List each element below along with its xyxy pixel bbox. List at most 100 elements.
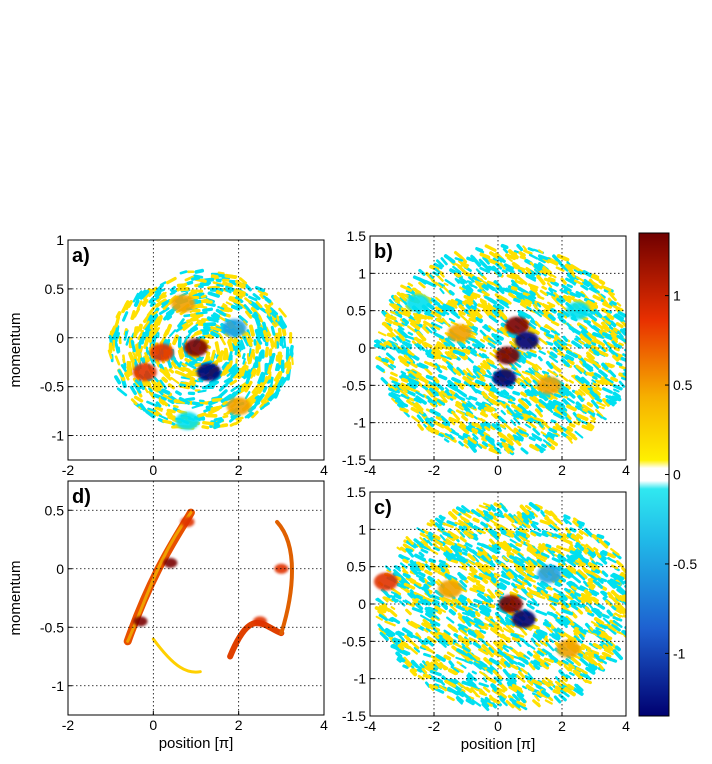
fringe-stroke xyxy=(442,635,454,644)
fringe-stroke xyxy=(455,656,465,662)
fringe-stroke xyxy=(526,587,533,593)
fringe-stroke xyxy=(506,256,513,263)
fringe-stroke xyxy=(587,655,598,666)
fringe-stroke xyxy=(403,656,413,666)
fringe-stroke xyxy=(479,252,491,260)
fringe-stroke xyxy=(625,360,626,364)
fringe-stroke xyxy=(459,536,467,543)
colorbar-tick-label: 1 xyxy=(673,288,681,304)
panel-c: -4 -2 0 2 41.510.50-0.5-1-1.5c)position [π] xyxy=(342,484,630,753)
fringe-stroke xyxy=(545,333,555,339)
fringe-stroke xyxy=(605,398,613,406)
fringe-stroke xyxy=(468,395,478,401)
fringe-stroke xyxy=(442,421,451,427)
fringe-stroke xyxy=(421,660,428,667)
fringe-stroke xyxy=(483,598,492,604)
fringe-stroke xyxy=(435,259,445,268)
fringe-stroke xyxy=(527,247,535,252)
fringe-stroke xyxy=(590,399,600,409)
fringe-stroke xyxy=(429,519,438,528)
fringe-stroke xyxy=(501,269,508,274)
fringe-stroke xyxy=(620,356,626,362)
fringe-stroke xyxy=(586,571,598,581)
fringe-stroke xyxy=(541,553,549,558)
fringe-stroke xyxy=(591,379,597,384)
fringe-stroke xyxy=(242,320,248,326)
fringe-stroke xyxy=(511,582,518,589)
fringe-stroke xyxy=(455,695,464,704)
fringe-stroke xyxy=(396,658,402,663)
fringe-stroke xyxy=(540,431,547,436)
fringe-stroke xyxy=(430,310,442,319)
fringe-stroke xyxy=(277,321,285,330)
fringe-stroke xyxy=(161,388,171,395)
fringe-stroke xyxy=(544,699,553,705)
fringe-stroke xyxy=(550,547,561,554)
fringe-stroke xyxy=(479,298,487,304)
fringe-stroke xyxy=(568,325,581,335)
fringe-stroke xyxy=(557,315,567,324)
fringe-stroke xyxy=(610,590,620,598)
fringe-stroke xyxy=(606,609,614,617)
fringe-stroke xyxy=(552,399,564,406)
fringe-stroke xyxy=(541,648,553,656)
fringe-stroke xyxy=(442,522,454,529)
fringe-stroke xyxy=(399,359,410,367)
fringe-stroke xyxy=(478,606,491,616)
fringe-stroke xyxy=(580,376,590,386)
fringe-stroke xyxy=(538,423,544,429)
fringe-stroke xyxy=(574,592,582,597)
fringe-stroke xyxy=(225,285,232,291)
fringe-stroke xyxy=(595,386,602,391)
fringe-stroke xyxy=(133,299,140,307)
fringe-stroke xyxy=(504,447,510,454)
fringe-stroke xyxy=(262,375,268,385)
fringe-stroke xyxy=(482,677,488,683)
fringe-stroke xyxy=(568,379,574,384)
fringe-stroke xyxy=(161,300,170,308)
fringe-stroke xyxy=(581,595,593,605)
fringe-stroke xyxy=(621,572,626,578)
fringe-stroke xyxy=(562,335,569,343)
fringe-stroke xyxy=(229,336,238,347)
fringe-stroke xyxy=(603,540,611,546)
fringe-stroke xyxy=(446,695,455,702)
fringe-stroke xyxy=(276,332,282,339)
fringe-stroke xyxy=(530,375,540,384)
fringe-stroke xyxy=(267,391,279,401)
fringe-stroke xyxy=(418,551,425,558)
fringe-stroke xyxy=(151,310,159,316)
fringe-stroke xyxy=(564,263,574,273)
fringe-stroke xyxy=(414,316,421,322)
fringe-stroke xyxy=(556,254,570,262)
fringe-stroke xyxy=(482,502,491,507)
fringe-stroke xyxy=(407,592,413,599)
fringe-stroke xyxy=(498,393,511,400)
fringe-stroke xyxy=(411,667,418,673)
fringe-stroke xyxy=(160,333,168,344)
fringe-stroke xyxy=(614,347,620,352)
fringe-stroke xyxy=(614,645,621,652)
fringe-stroke xyxy=(444,337,456,348)
fringe-stroke xyxy=(417,423,424,431)
fringe-stroke xyxy=(574,683,583,693)
fringe-stroke xyxy=(465,677,477,688)
fringe-stroke xyxy=(268,371,272,380)
fringe-stroke xyxy=(406,632,414,639)
fringe-stroke xyxy=(593,372,602,379)
fringe-stroke xyxy=(154,288,165,294)
fringe-stroke xyxy=(459,594,467,601)
fringe-stroke xyxy=(563,518,569,525)
fringe-stroke xyxy=(517,574,526,582)
fringe-stroke xyxy=(423,628,429,633)
fringe-stroke xyxy=(550,329,560,336)
fringe-stroke xyxy=(409,640,420,650)
fringe-stroke xyxy=(522,685,528,690)
fringe-stroke xyxy=(478,682,489,688)
fringe-stroke xyxy=(403,543,415,552)
fringe-stroke xyxy=(142,298,149,307)
fringe-stroke xyxy=(399,546,407,553)
fringe-stroke xyxy=(530,531,537,537)
fringe-stroke xyxy=(152,296,160,302)
fringe-stroke xyxy=(448,660,455,668)
